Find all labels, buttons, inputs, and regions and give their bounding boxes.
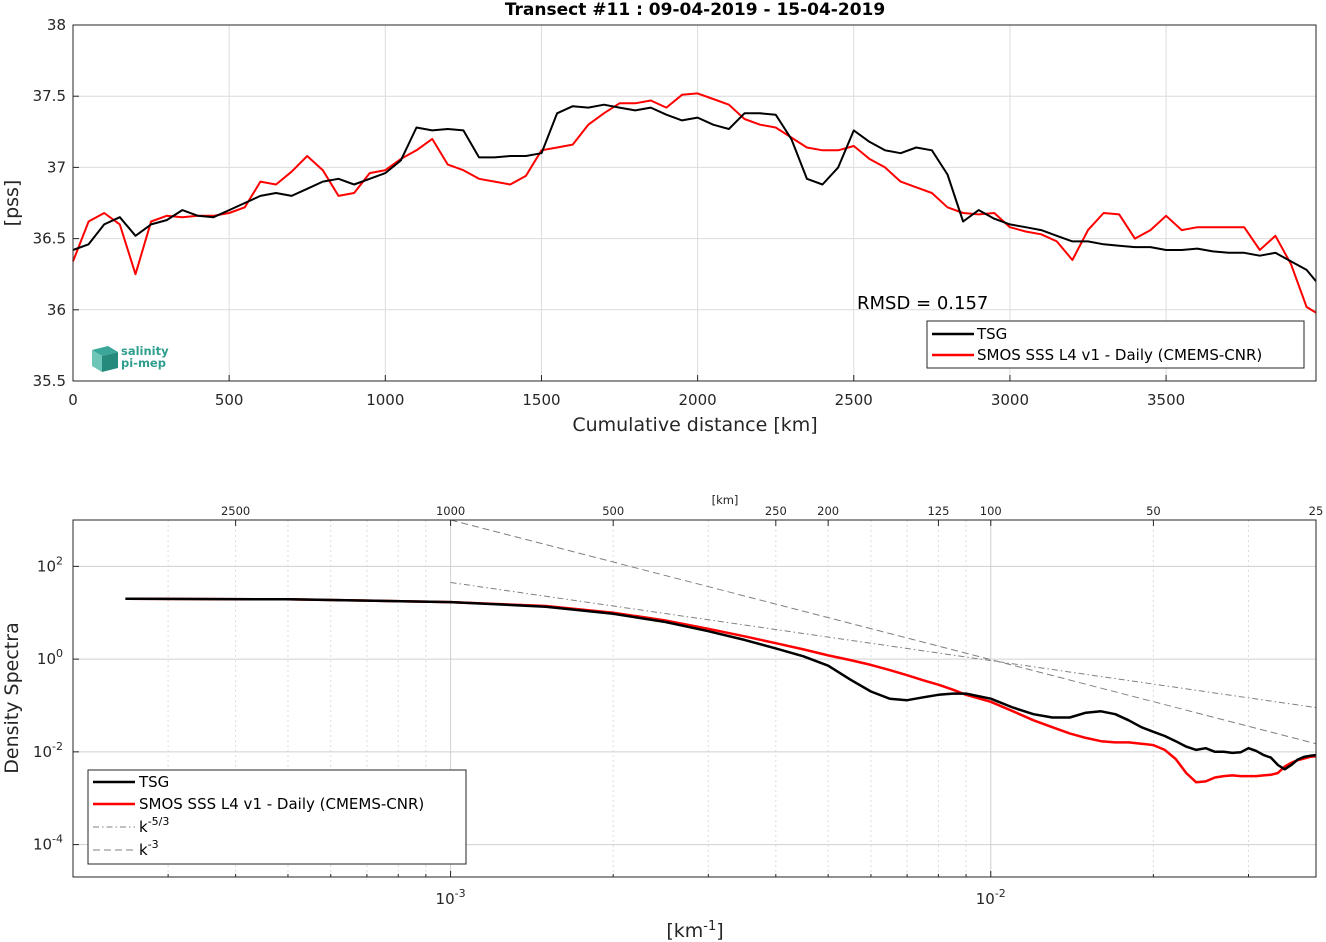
salinity-pimep-logo: salinity pi-mep [92,344,169,372]
bottom-y-tick-base: 10 [37,650,56,668]
top-y-tick-label: 37 [47,158,66,176]
bottom-top-tick-label: 250 [765,504,787,518]
bottom-x-tick-label: 10-3 [436,887,466,908]
k53-base: k [139,818,148,836]
top-y-tick-label: 37.5 [33,87,66,105]
bottom-y-tick-label: 100 [37,647,63,668]
bottom-series-smos-line [125,597,1317,784]
bottom-x-tick-label: 10-2 [976,887,1006,908]
bottom-top-tick-label: 100 [980,504,1002,518]
salinity-pimep-logo-icon [92,346,118,372]
bottom-x-tick-base: 10 [976,890,995,908]
top-x-axis-label: Cumulative distance [km] [572,414,817,436]
bottom-y-tick-exp: -2 [52,740,63,753]
bottom-legend-box [87,769,467,865]
k3-sup: -3 [148,838,159,851]
bottom-y-tick-exp: -4 [52,833,63,846]
bottom-legend-label-tsg: TSG [138,773,169,791]
bottom-top-tick-label: 25 [1309,504,1324,518]
logo-text-pimep: pi-mep [121,356,166,370]
top-plot-frame [72,24,1317,382]
bottom-y-tick-label: 10-2 [33,740,63,761]
top-x-tick-label: 0 [68,391,78,409]
top-legend-label-tsg: TSG [976,325,1007,343]
top-x-tick-label: 3500 [1147,391,1185,409]
top-series-tsg-line [72,103,1317,282]
bottom-series-tsg-line [125,597,1317,771]
k3-base: k [139,841,148,859]
top-x-tick-label: 500 [215,391,244,409]
bottom-top-tick-label: 125 [927,504,949,518]
bottom-x-axis-label-end: ] [716,920,723,942]
bottom-top-tick-label: 50 [1146,504,1161,518]
top-y-tick-label: 36.5 [33,230,66,248]
bottom-y-tick-base: 10 [33,836,52,854]
top-series-smos-line [72,92,1317,314]
bottom-x-tick-exp: -2 [995,887,1006,900]
bottom-top-tick-label: 2500 [221,504,250,518]
top-y-tick-label: 38 [47,16,66,34]
bottom-x-axis-label-sup: -1 [703,919,716,934]
top-x-tick-label: 2000 [679,391,717,409]
bottom-y-tick-label: 10-4 [33,833,63,854]
bottom-y-tick-base: 10 [33,743,52,761]
bottom-legend-label-k3: k-3 [139,838,159,859]
bottom-x-axis-label: [km-1] [666,919,723,942]
bottom-y-tick-base: 10 [37,557,56,575]
bottom-top-axis-label: [km] [712,493,739,507]
bottom-y-tick-label: 102 [37,554,63,575]
bottom-x-tick-base: 10 [436,890,455,908]
bottom-legend-label-k53: k-5/3 [139,815,169,836]
top-y-tick-label: 36 [47,301,66,319]
bottom-top-tick-label: 200 [817,504,839,518]
bottom-series-k3-line [450,519,1317,745]
top-x-tick-label: 1500 [522,391,560,409]
k53-sup: -5/3 [148,815,170,828]
bottom-y-tick-exp: 0 [56,647,63,660]
top-legend: TSG SMOS SSS L4 v1 - Daily (CMEMS-CNR) [926,320,1305,369]
bottom-x-axis-label-base: [km [666,920,703,942]
top-legend-label-smos: SMOS SSS L4 v1 - Daily (CMEMS-CNR) [977,346,1262,364]
bottom-top-tick-label: 500 [602,504,624,518]
bottom-y-axis-label: Density Spectra [1,622,23,773]
bottom-legend-label-smos: SMOS SSS L4 v1 - Daily (CMEMS-CNR) [139,795,424,813]
top-series [72,92,1317,314]
top-y-tick-label: 35.5 [33,372,66,390]
bottom-series-k53-line [450,582,1317,709]
top-tick-labels: 0 500 1000 1500 2000 2500 3000 3500 35.5 36 36.5 37… [33,16,1186,409]
top-x-tick-label: 1000 [366,391,404,409]
rmsd-annotation: RMSD = 0.157 [857,293,988,314]
bottom-plot-frame [72,519,1317,878]
bottom-series [125,519,1317,784]
top-x-tick-label: 2500 [835,391,873,409]
top-chart-title: Transect #11 : 09-04-2019 - 15-04-2019 [505,0,885,20]
bottom-y-tick-exp: 2 [56,554,63,567]
top-legend-box [926,320,1305,369]
bottom-legend: TSG SMOS SSS L4 v1 - Daily (CMEMS-CNR) k… [87,769,467,865]
top-x-tick-label: 3000 [991,391,1029,409]
bottom-x-tick-exp: -3 [455,887,466,900]
logo-text-salinity: salinity [121,344,169,358]
bottom-top-tick-label: 1000 [436,504,465,518]
top-y-axis-label: [pss] [1,180,23,227]
